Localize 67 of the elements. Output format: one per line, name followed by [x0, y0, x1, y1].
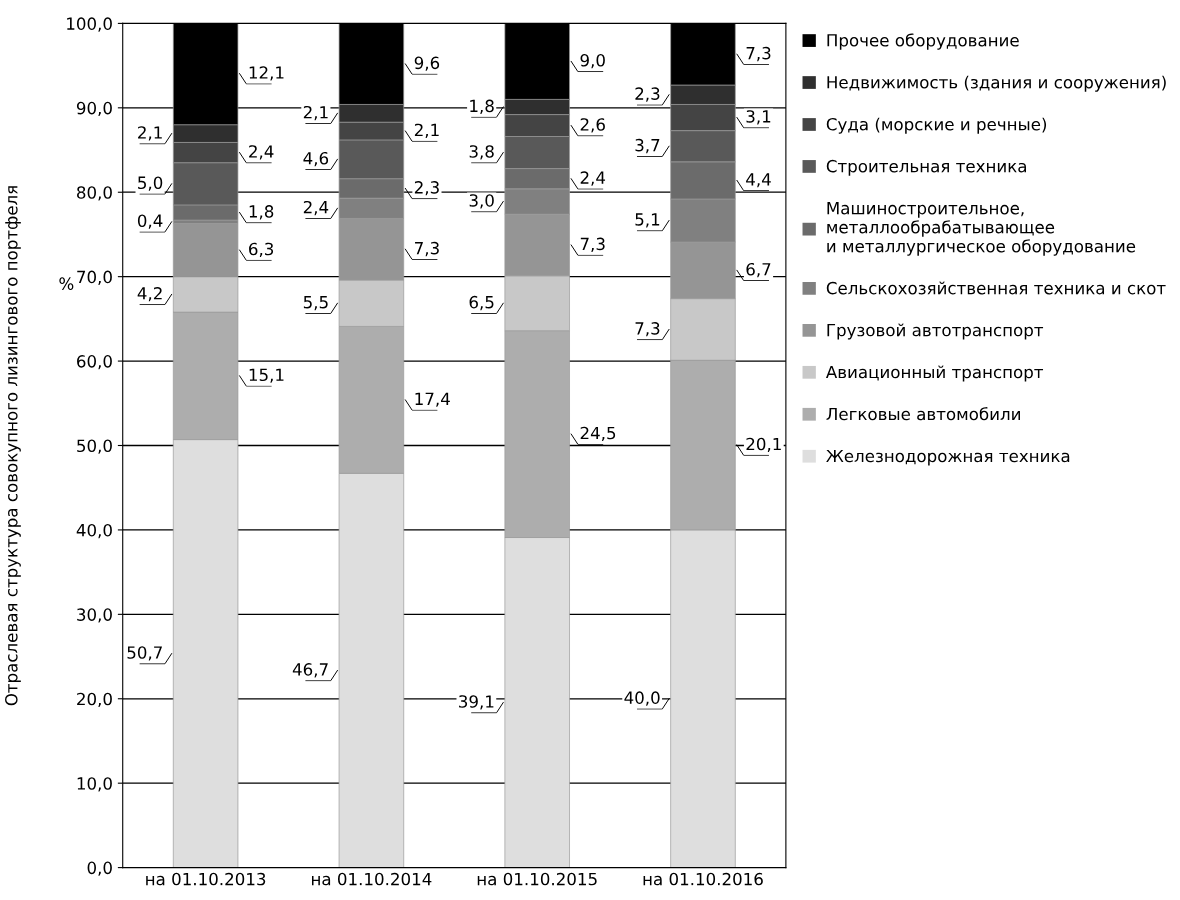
data-label: 7,3: [415, 241, 439, 257]
data-label: 3,0: [469, 194, 494, 209]
data-label: 3,1: [746, 110, 771, 125]
data-label: 2,6: [580, 118, 605, 133]
data-label: 40,0: [624, 691, 660, 706]
data-label: 6,7: [746, 262, 771, 278]
legend-label: Прочее оборудование: [827, 33, 1019, 50]
data-label: 39,1: [459, 695, 494, 710]
data-label: 7,3: [635, 322, 660, 337]
data-label: 50,7: [127, 646, 162, 661]
data-label: 9,0: [580, 54, 605, 69]
data-label: 5,0: [138, 176, 163, 191]
data-label: 2,4: [580, 171, 606, 186]
data-label: 4,4: [746, 173, 771, 188]
y-tick-label: 0,0: [87, 861, 112, 876]
legend-label: Железнодорожная техника: [826, 449, 1070, 466]
legend-label: Строительная техника: [826, 159, 1026, 176]
y-tick-label: 20,0: [77, 692, 112, 708]
data-label: 5,1: [635, 213, 660, 228]
data-label: 9,6: [414, 56, 440, 71]
legend-label: Авиационный транспорт: [825, 365, 1044, 382]
legend-label: Недвижимость (здания и сооружения): [827, 75, 1166, 92]
data-label: 7,3: [746, 46, 771, 62]
y-tick-label: 70,0: [77, 270, 112, 285]
x-tick-label: на 01.10.2016: [643, 872, 763, 886]
data-label: 20,1: [746, 437, 781, 452]
data-label: 2,4: [303, 200, 329, 216]
data-label: 46,7: [292, 663, 328, 678]
legend-label: Машиностроительное, металлообрабатывающее и металлургическое оборудование: [827, 202, 1136, 256]
legend-label: Грузовой автотранспорт: [827, 323, 1044, 340]
data-label: 24,5: [580, 426, 616, 442]
legend-label: Сельскохозяйственная техника и скот: [826, 281, 1166, 295]
y-tick-label: 100,0: [67, 17, 112, 32]
data-label: 5,5: [303, 296, 328, 311]
data-label: 4,6: [303, 151, 329, 167]
data-label: 15,1: [249, 368, 284, 383]
text: %: [59, 277, 74, 290]
y-tick-label: 50,0: [77, 439, 112, 454]
data-label: 2,1: [138, 126, 162, 141]
y-tick-label: 60,0: [77, 355, 112, 370]
data-label: 2,4: [249, 145, 274, 160]
data-label: 7,3: [580, 237, 605, 252]
x-tick-label: на 01.10.2013: [146, 872, 266, 886]
y-tick-label: 10,0: [77, 777, 112, 792]
legend-label: Легковые автомобили: [826, 407, 1020, 421]
y-axis-title: Отраслевая структура совокупного лизингового портфеля: [5, 186, 21, 706]
data-label: 2,3: [635, 87, 660, 102]
data-label: 1,8: [470, 99, 494, 114]
data-label: 0,4: [137, 214, 163, 229]
y-tick-label: 30,0: [77, 608, 112, 623]
data-label: 2,1: [303, 105, 328, 121]
data-label: 3,8: [469, 145, 494, 160]
x-tick-label: на 01.10.2015: [477, 872, 597, 886]
data-label: 6,5: [469, 295, 494, 311]
data-label: 1,8: [249, 205, 274, 220]
y-tick-label: 40,0: [76, 523, 112, 539]
data-label: 6,3: [249, 242, 274, 257]
data-label: 3,7: [635, 138, 660, 154]
y-tick-label: 80,0: [77, 186, 112, 201]
x-tick-label: на 01.10.2014: [312, 872, 432, 886]
legend-label: Суда (морские и речные): [826, 117, 1047, 134]
data-label: 17,4: [415, 392, 450, 407]
data-label: 2,1: [414, 123, 439, 138]
data-label: 2,3: [414, 181, 439, 196]
data-label: 12,1: [249, 66, 284, 81]
y-tick-label: 90,0: [76, 101, 112, 117]
data-label: 4,2: [137, 286, 162, 302]
